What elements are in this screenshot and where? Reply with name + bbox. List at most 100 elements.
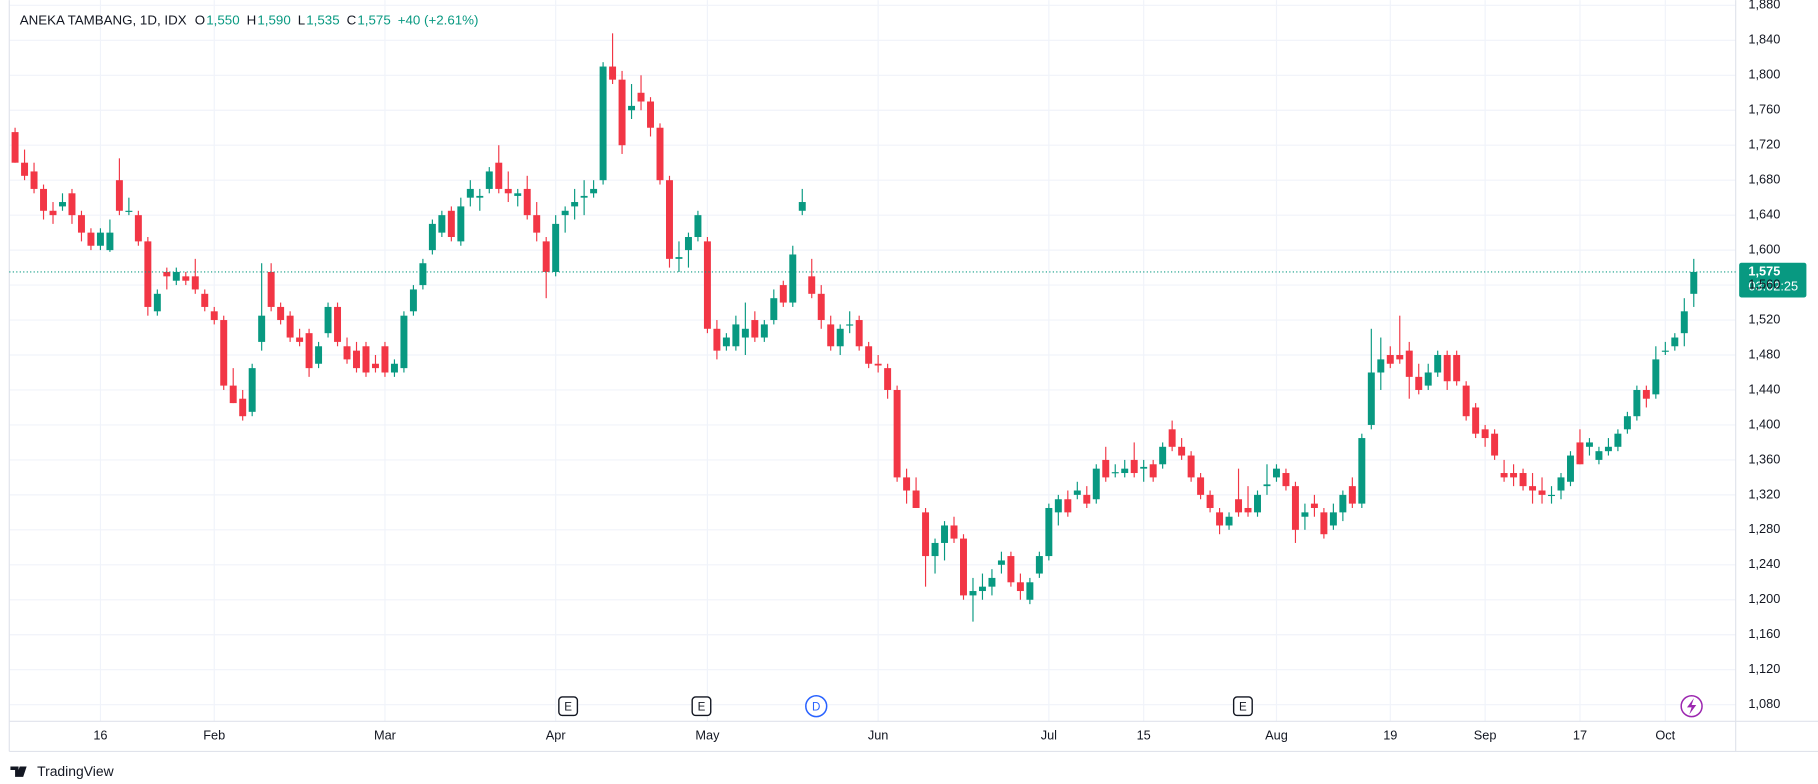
- x-tick-label: May: [695, 728, 720, 743]
- x-tick-label: Mar: [374, 728, 397, 743]
- event-badge: [691, 696, 712, 717]
- candle-body: [1604, 446, 1612, 452]
- candle-body: [77, 215, 85, 233]
- y-tick-label: 1,880: [1748, 0, 1780, 12]
- candle-body: [1358, 438, 1366, 504]
- candle-body: [267, 271, 275, 307]
- candle-body: [201, 293, 209, 307]
- candle-body: [144, 241, 152, 307]
- candle-body: [770, 298, 778, 321]
- candle-body: [1045, 507, 1053, 557]
- candle-body: [675, 257, 683, 259]
- candle-body: [172, 271, 180, 281]
- candle-body: [428, 223, 436, 251]
- candle-body: [798, 202, 806, 211]
- candle-body: [997, 560, 1005, 565]
- candle-body: [1623, 416, 1631, 430]
- y-tick-label: 1,680: [1748, 172, 1780, 187]
- candle-body: [1235, 499, 1243, 513]
- candle-body: [485, 171, 493, 189]
- candle-body: [1291, 486, 1299, 530]
- candle-body: [1301, 512, 1309, 517]
- candle-body: [893, 389, 901, 478]
- candle-body: [922, 512, 930, 557]
- candle-body: [504, 188, 512, 194]
- candle-body: [1130, 459, 1138, 474]
- candle-body: [1576, 442, 1584, 465]
- candle-body: [115, 180, 123, 211]
- candle-body: [182, 276, 190, 281]
- candle-body: [296, 337, 304, 342]
- candle-body: [628, 105, 636, 111]
- legend-c: 1,575: [357, 12, 390, 27]
- candle-body: [703, 241, 711, 329]
- candle-body: [609, 66, 617, 80]
- x-tick-label: 15: [1137, 728, 1151, 743]
- candle-body: [978, 586, 986, 592]
- candle-body: [106, 232, 114, 251]
- candle-body: [1690, 271, 1698, 294]
- candle-body: [571, 202, 579, 207]
- brand[interactable]: TradingView: [10, 763, 115, 779]
- y-tick-label: 1,520: [1748, 311, 1780, 326]
- candle-body: [153, 293, 161, 312]
- event-marker[interactable]: E: [691, 696, 712, 717]
- candle-body: [1424, 372, 1432, 386]
- candle-body: [334, 306, 342, 342]
- legend-l-label: L: [298, 12, 305, 27]
- candle-body: [1652, 359, 1660, 395]
- legend-h: 1,590: [257, 12, 290, 27]
- y-tick-label: 1,320: [1748, 486, 1780, 501]
- last-price-box: [1739, 262, 1807, 298]
- candle-body: [191, 276, 199, 290]
- candle-body: [362, 346, 370, 373]
- y-tick-label: 1,120: [1748, 661, 1780, 676]
- candle-body: [438, 215, 446, 233]
- candle-body: [561, 210, 569, 216]
- candle-body: [1272, 468, 1280, 478]
- candle-body: [751, 320, 759, 338]
- candle-body: [1529, 486, 1537, 491]
- lightning-marker[interactable]: [1680, 695, 1703, 718]
- candle-body: [1548, 494, 1555, 497]
- candle-body: [1187, 455, 1195, 478]
- candle-body: [419, 263, 427, 286]
- y-tick-label: 1,200: [1748, 591, 1780, 606]
- y-tick-label: 1,480: [1748, 346, 1780, 361]
- candle-body: [1073, 490, 1081, 495]
- candle-body: [229, 385, 237, 404]
- event-marker[interactable]: E: [558, 696, 579, 717]
- y-tick-label: 1,280: [1748, 521, 1780, 536]
- x-tick-label: 17: [1573, 728, 1587, 743]
- candle-body: [865, 346, 873, 364]
- candle-body: [684, 237, 692, 251]
- candle-body: [125, 210, 133, 212]
- candle-body: [542, 241, 550, 272]
- candle-body: [476, 195, 484, 198]
- candle-body: [1149, 464, 1157, 478]
- candle-body: [789, 254, 797, 303]
- event-marker[interactable]: E: [1232, 696, 1253, 717]
- candle-body: [286, 315, 294, 338]
- candle-body: [647, 101, 654, 128]
- x-tick-label: Jul: [1041, 728, 1057, 743]
- candle-body: [1159, 446, 1167, 465]
- candle-body: [1557, 477, 1565, 491]
- candle-body: [220, 320, 228, 386]
- candle-body: [1405, 350, 1413, 377]
- candle-body: [40, 188, 48, 211]
- candle-body: [1054, 499, 1062, 513]
- event-marker[interactable]: D: [805, 695, 828, 718]
- candle-body: [1519, 473, 1527, 487]
- brand-logo: [10, 766, 27, 777]
- candle-body: [846, 324, 854, 326]
- candle-body: [523, 188, 531, 216]
- brand-name: TradingView: [37, 763, 114, 779]
- candle-body: [1642, 389, 1650, 399]
- candle-body: [1443, 355, 1451, 382]
- candle-body: [1197, 477, 1205, 495]
- grid: [9, 0, 1736, 722]
- candle-body: [1348, 486, 1356, 504]
- event-badge: [805, 695, 828, 718]
- candle-body: [1111, 472, 1119, 474]
